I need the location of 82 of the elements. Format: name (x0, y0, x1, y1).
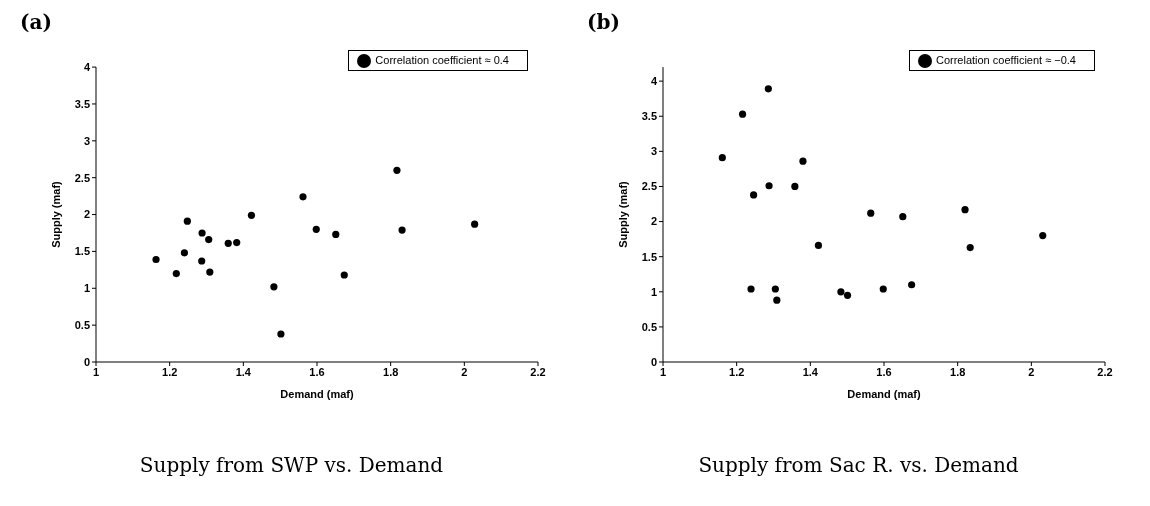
point (966, 243, 974, 252)
point (771, 285, 779, 293)
chart-title: (a) (20, 10, 52, 34)
x-tick-label: 1.2 (729, 365, 745, 378)
x-tick-label: 1.8 (950, 365, 966, 378)
x-tick-label: 2.2 (530, 365, 546, 378)
x-tick-label: 1 (92, 365, 100, 378)
x-tick-label: 2 (461, 365, 468, 378)
x-tick-label: 1.6 (876, 365, 892, 378)
point (152, 255, 160, 264)
y-tick-label: 2.5 (641, 180, 657, 193)
y-tick-label: 2 (83, 208, 90, 221)
x-tick-label: 2 (1028, 365, 1035, 378)
point (206, 268, 214, 276)
x-tick-label: 2.2 (1097, 365, 1113, 378)
point (198, 257, 206, 265)
x-axis-title: Demand (maf) (280, 388, 355, 400)
x-axis-title: Demand (maf) (847, 388, 922, 400)
point (398, 226, 406, 234)
y-tick-label: 0.5 (641, 320, 657, 333)
point (908, 281, 916, 289)
point (867, 209, 875, 217)
point (799, 157, 807, 165)
text: Supply from SWP vs. Demand (138, 453, 445, 477)
point (233, 238, 241, 247)
y-axis-title: Supply (maf) (616, 180, 629, 248)
x-tick-label: 1.6 (309, 365, 325, 378)
point (172, 269, 180, 278)
point (270, 283, 278, 291)
point (247, 211, 256, 219)
point (393, 166, 401, 174)
point (224, 239, 232, 247)
text: Supply from Sac R. vs. Demand (697, 453, 1020, 477)
x-tick-label: 1.2 (162, 365, 178, 378)
point (277, 330, 285, 338)
y-tick-label: 3 (83, 134, 90, 147)
point (747, 285, 755, 293)
y-tick-label: 3.5 (641, 110, 657, 123)
point (837, 288, 845, 296)
point (814, 241, 823, 250)
point (879, 285, 887, 293)
y-tick-label: 0 (83, 355, 90, 368)
point (773, 296, 781, 304)
y-tick-label: 1 (83, 282, 90, 295)
x-tick-label: 1.4 (802, 365, 819, 378)
y-axis-title: Supply (maf) (49, 180, 62, 248)
y-tick-label: 4 (650, 75, 658, 88)
y-tick-label: 1 (650, 285, 657, 298)
legend-label: Correlation coefficient ≈ 0.4 (375, 54, 509, 66)
x-tick-label: 1 (659, 365, 667, 378)
y-tick-label: 2 (650, 215, 657, 228)
y-tick-label: 2.5 (74, 171, 90, 184)
point (471, 220, 479, 228)
point (312, 225, 320, 233)
legend-label: Correlation coefficient ≈ −0.4 (935, 54, 1076, 66)
point (332, 230, 340, 239)
point (765, 182, 773, 190)
y-tick-label: 3 (650, 145, 657, 158)
x-tick-label: 1.8 (383, 365, 399, 378)
point (843, 291, 852, 299)
point (180, 249, 188, 257)
y-tick-label: 1.5 (74, 245, 90, 258)
point (899, 213, 907, 221)
point (299, 193, 307, 201)
point (764, 85, 772, 93)
point (791, 182, 799, 191)
point (738, 110, 747, 118)
point (198, 229, 206, 237)
point (340, 271, 348, 279)
point (183, 217, 191, 225)
point (718, 154, 726, 162)
x-tick-label: 1.4 (235, 365, 252, 378)
point (961, 206, 969, 214)
y-tick-label: 0.5 (74, 319, 90, 332)
y-tick-label: 0 (650, 355, 657, 368)
y-tick-label: 1.5 (641, 250, 657, 263)
point (1039, 232, 1047, 240)
y-tick-label: 4 (83, 61, 91, 73)
point (750, 191, 758, 199)
y-tick-label: 3.5 (74, 97, 90, 110)
point (205, 236, 213, 244)
chart-title: (b) (587, 10, 620, 34)
